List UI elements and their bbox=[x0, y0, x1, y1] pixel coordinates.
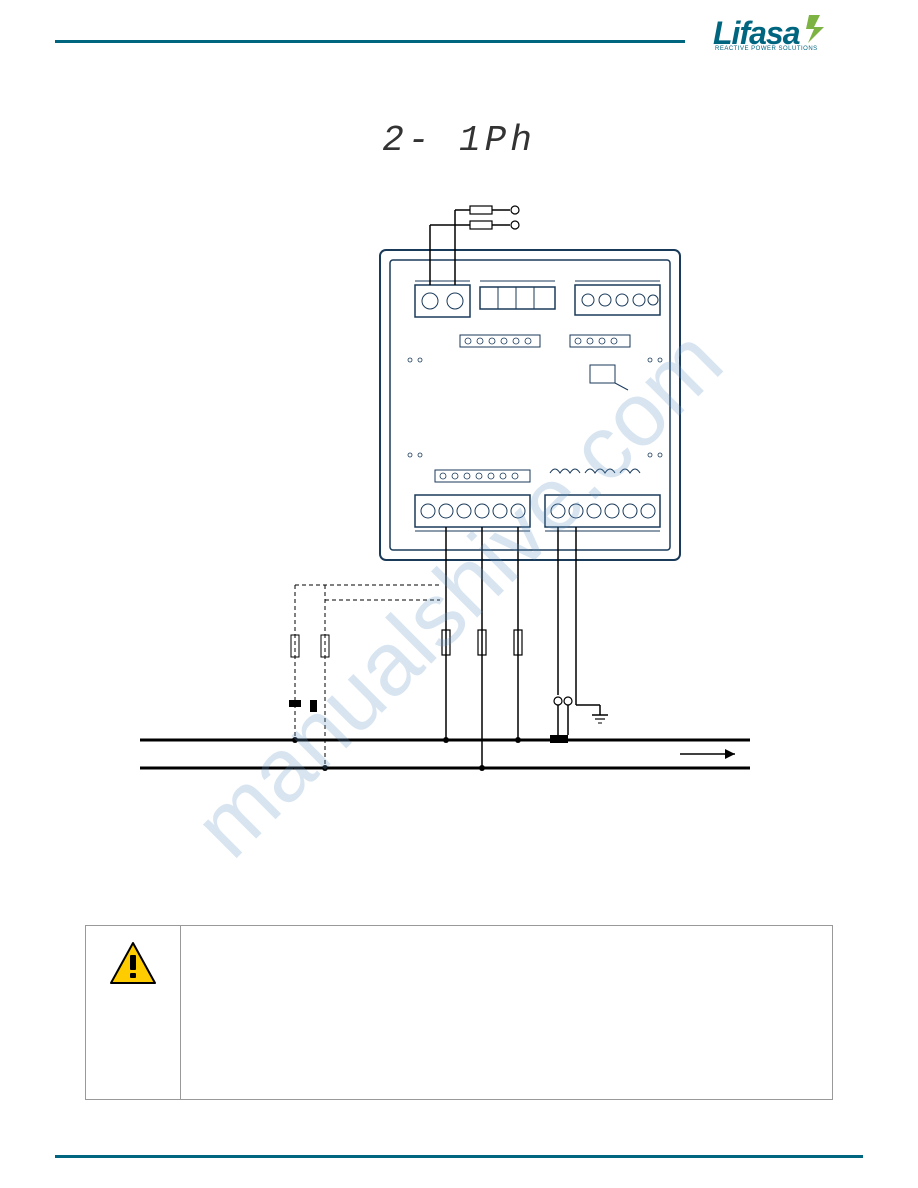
warning-box bbox=[85, 925, 833, 1100]
display-label: 2- 1Ph bbox=[0, 120, 918, 161]
warning-icon-cell bbox=[86, 926, 181, 1099]
top-rule bbox=[55, 40, 685, 43]
logo-tagline: REACTIVE POWER SOLUTIONS bbox=[715, 46, 863, 52]
warning-icon bbox=[108, 941, 158, 986]
bottom-rule bbox=[55, 1155, 863, 1158]
warning-text bbox=[181, 926, 832, 1099]
bolt-icon bbox=[806, 15, 828, 50]
wiring-diagram bbox=[110, 195, 810, 865]
logo: Lifasa REACTIVE POWER SOLUTIONS bbox=[713, 15, 863, 55]
